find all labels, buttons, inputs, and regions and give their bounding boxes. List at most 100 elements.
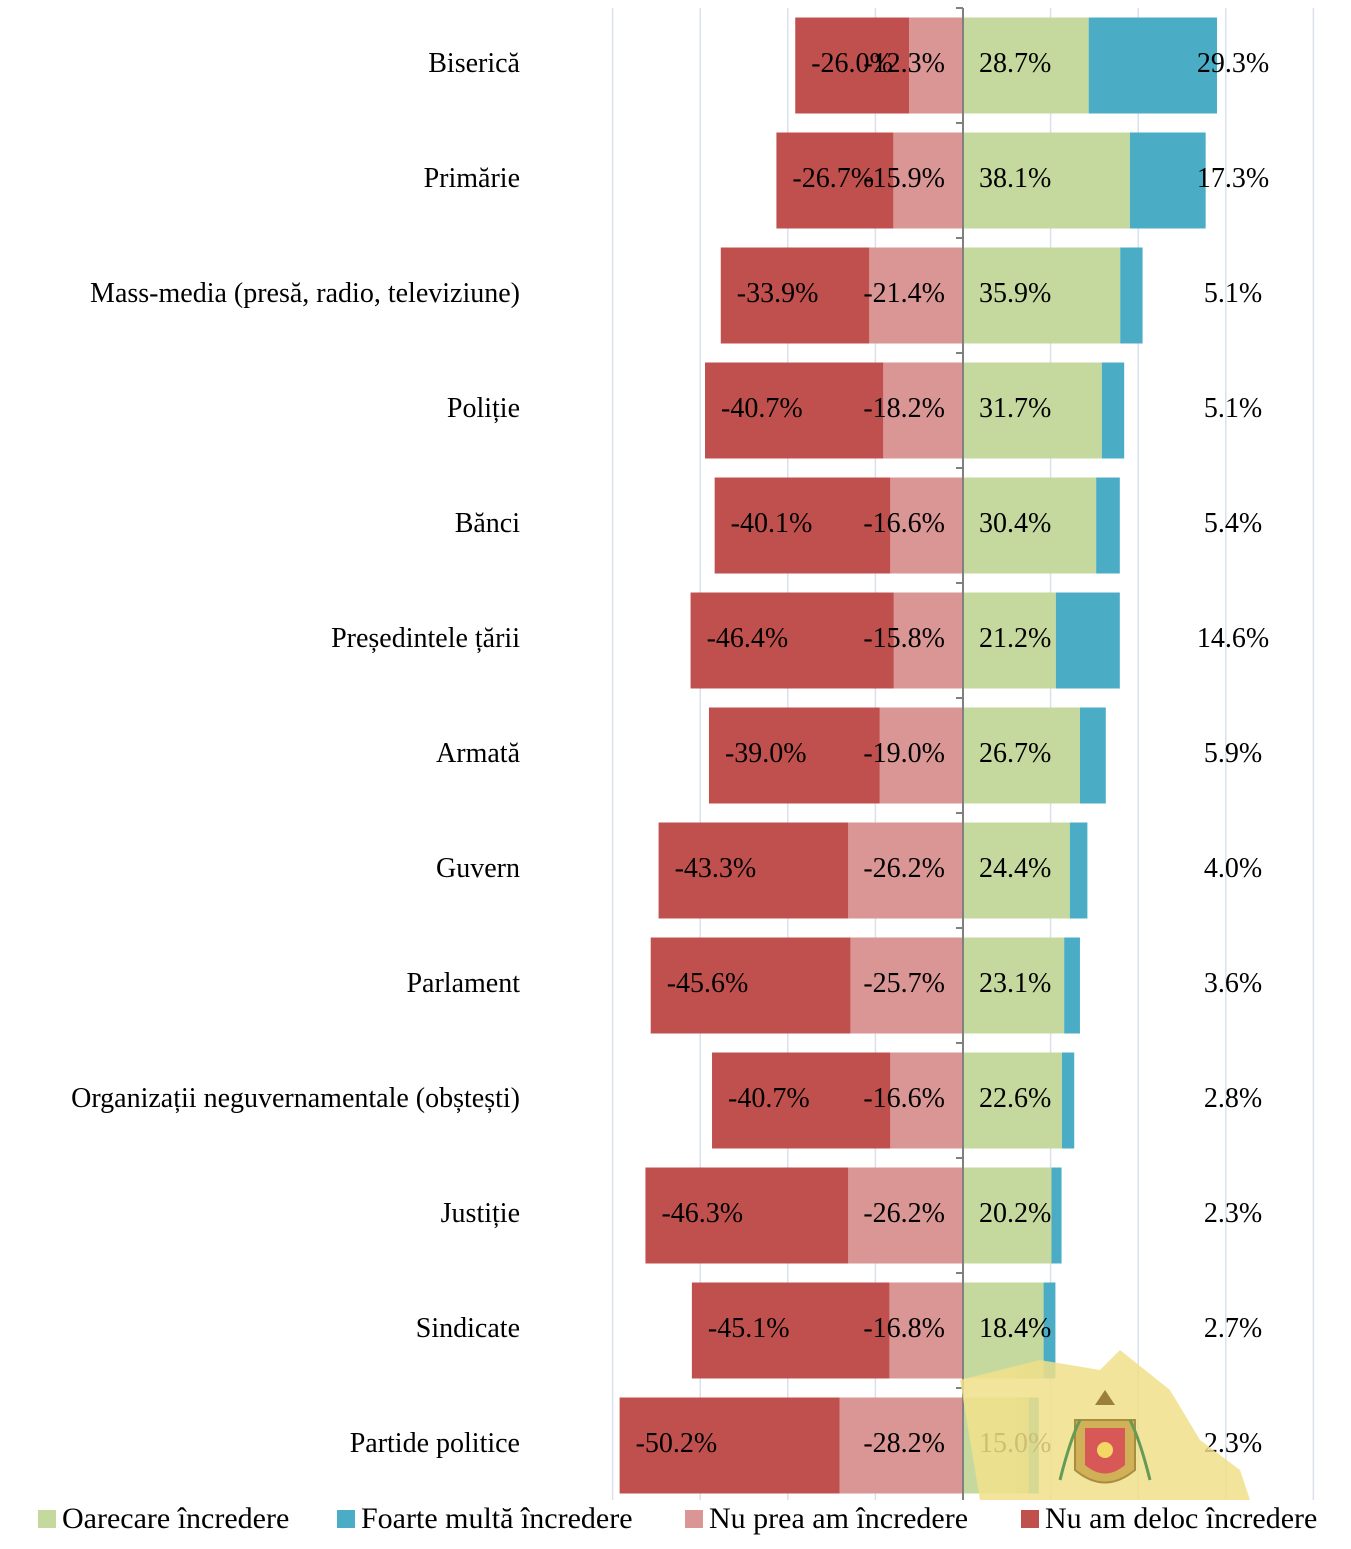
bar-nu-deloc bbox=[690, 592, 894, 689]
bar-nu-deloc bbox=[720, 247, 870, 344]
bar-nu-prea bbox=[889, 1282, 963, 1379]
bar-nu-prea bbox=[883, 362, 963, 459]
data-label-nu-deloc: -46.3% bbox=[661, 1198, 743, 1229]
data-label-oarecare: 20.2% bbox=[979, 1198, 1051, 1229]
bar-oarecare bbox=[963, 477, 1097, 574]
data-label-nu-deloc: -46.4% bbox=[707, 623, 789, 654]
legend-swatch-nu-deloc bbox=[1021, 1510, 1039, 1528]
data-label-foarte-multa: 5.1% bbox=[1204, 278, 1262, 309]
bar-nu-deloc bbox=[619, 1397, 840, 1494]
category-label: Poliție bbox=[447, 393, 520, 424]
category-label: Biserică bbox=[428, 48, 520, 79]
legend-item-foarte-multa: Foarte multă încredere bbox=[337, 1502, 633, 1536]
bar-oarecare bbox=[963, 1167, 1052, 1264]
bar-nu-deloc bbox=[712, 1052, 891, 1149]
data-label-foarte-multa: 2.7% bbox=[1204, 1313, 1262, 1344]
bar-nu-deloc bbox=[776, 132, 894, 229]
bar-nu-prea bbox=[879, 707, 963, 804]
bar-oarecare bbox=[963, 822, 1070, 919]
bar-oarecare bbox=[963, 247, 1121, 344]
bar-nu-deloc bbox=[708, 707, 880, 804]
category-labels: Biserică Primărie Mass-media (presă, radio… bbox=[71, 48, 520, 1459]
bar-oarecare bbox=[963, 362, 1102, 459]
data-label-oarecare: 28.7% bbox=[979, 48, 1051, 79]
bar-oarecare bbox=[963, 707, 1080, 804]
data-label-nu-prea: -28.2% bbox=[863, 1428, 945, 1459]
bar-nu-deloc bbox=[645, 1167, 849, 1264]
data-label-nu-deloc: -40.7% bbox=[728, 1083, 810, 1114]
bar-nu-prea bbox=[893, 592, 963, 689]
category-label: Primărie bbox=[424, 163, 520, 194]
bar-nu-deloc bbox=[691, 1282, 890, 1379]
data-label-nu-deloc: -45.1% bbox=[708, 1313, 790, 1344]
data-label-nu-deloc: -40.7% bbox=[721, 393, 803, 424]
data-label-nu-prea: -18.2% bbox=[863, 393, 945, 424]
data-label-nu-deloc: -50.2% bbox=[636, 1428, 718, 1459]
data-label-oarecare: 35.9% bbox=[979, 278, 1051, 309]
data-label-nu-prea: -15.9% bbox=[863, 163, 945, 194]
legend-label-oarecare: Oarecare încredere bbox=[62, 1502, 290, 1535]
bar-nu-prea bbox=[848, 822, 963, 919]
bar-foarte-multa bbox=[1051, 1167, 1062, 1264]
category-label: Parlament bbox=[406, 968, 520, 999]
category-label: Guvern bbox=[436, 853, 520, 884]
data-label-nu-deloc: -45.6% bbox=[667, 968, 749, 999]
data-label-nu-deloc: -40.1% bbox=[731, 508, 813, 539]
bar-nu-prea bbox=[848, 1167, 963, 1264]
data-label-nu-prea: -15.8% bbox=[863, 623, 945, 654]
data-label-oarecare: 23.1% bbox=[979, 968, 1051, 999]
bar-foarte-multa bbox=[1096, 477, 1120, 574]
category-label: Președintele țării bbox=[331, 623, 520, 654]
data-label-nu-prea: -26.2% bbox=[863, 1198, 945, 1229]
category-label: Sindicate bbox=[416, 1313, 520, 1344]
category-label: Armată bbox=[436, 738, 521, 769]
bar-oarecare bbox=[963, 1052, 1062, 1149]
bar-nu-deloc bbox=[795, 17, 910, 114]
bar-oarecare bbox=[963, 937, 1065, 1034]
bar-nu-prea bbox=[890, 477, 963, 574]
legend-label-foarte-multa: Foarte multă încredere bbox=[361, 1502, 633, 1535]
data-label-foarte-multa: 14.6% bbox=[1197, 623, 1269, 654]
data-label-nu-prea: -16.6% bbox=[863, 1083, 945, 1114]
category-label: Justiție bbox=[441, 1198, 520, 1229]
data-label-nu-prea: -19.0% bbox=[863, 738, 945, 769]
coat-of-arms-watermark bbox=[960, 1350, 1250, 1500]
category-label: Partide politice bbox=[350, 1428, 520, 1459]
data-label-nu-prea: -16.8% bbox=[863, 1313, 945, 1344]
bar-nu-deloc bbox=[650, 937, 851, 1034]
data-label-oarecare: 31.7% bbox=[979, 393, 1051, 424]
data-label-foarte-multa: 5.9% bbox=[1204, 738, 1262, 769]
data-label-oarecare: 38.1% bbox=[979, 163, 1051, 194]
legend-swatch-oarecare bbox=[38, 1510, 56, 1528]
data-label-oarecare: 30.4% bbox=[979, 508, 1051, 539]
bar-nu-prea bbox=[890, 1052, 963, 1149]
data-label-oarecare: 26.7% bbox=[979, 738, 1051, 769]
bar-nu-deloc bbox=[658, 822, 849, 919]
data-label-foarte-multa: 5.4% bbox=[1204, 508, 1262, 539]
data-label-oarecare: 22.6% bbox=[979, 1083, 1051, 1114]
bar-foarte-multa bbox=[1088, 17, 1218, 114]
legend-item-oarecare: Oarecare încredere bbox=[38, 1502, 289, 1536]
category-label: Mass-media (presă, radio, televiziune) bbox=[90, 278, 520, 309]
data-label-foarte-multa: 5.1% bbox=[1204, 393, 1262, 424]
bar-foarte-multa bbox=[1064, 937, 1080, 1034]
data-label-foarte-multa: 2.3% bbox=[1204, 1198, 1262, 1229]
bars bbox=[619, 17, 1218, 1494]
bar-oarecare bbox=[963, 17, 1089, 114]
data-label-nu-deloc: -33.9% bbox=[737, 278, 819, 309]
bar-foarte-multa bbox=[1120, 247, 1143, 344]
data-label-foarte-multa: 17.3% bbox=[1197, 163, 1269, 194]
data-label-oarecare: 18.4% bbox=[979, 1313, 1051, 1344]
data-label-nu-deloc: -26.7% bbox=[792, 163, 874, 194]
data-label-nu-prea: -16.6% bbox=[863, 508, 945, 539]
bar-foarte-multa bbox=[1069, 822, 1088, 919]
data-label-nu-prea: -25.7% bbox=[863, 968, 945, 999]
data-label-foarte-multa: 4.0% bbox=[1204, 853, 1262, 884]
bar-foarte-multa bbox=[1043, 1282, 1056, 1379]
legend-item-nu-prea: Nu prea am încredere bbox=[685, 1502, 968, 1536]
data-label-foarte-multa: 2.8% bbox=[1204, 1083, 1262, 1114]
data-label-nu-prea: -21.4% bbox=[863, 278, 945, 309]
bar-nu-prea bbox=[869, 247, 963, 344]
center-axis bbox=[956, 7, 964, 1500]
bar-nu-prea bbox=[850, 937, 963, 1034]
